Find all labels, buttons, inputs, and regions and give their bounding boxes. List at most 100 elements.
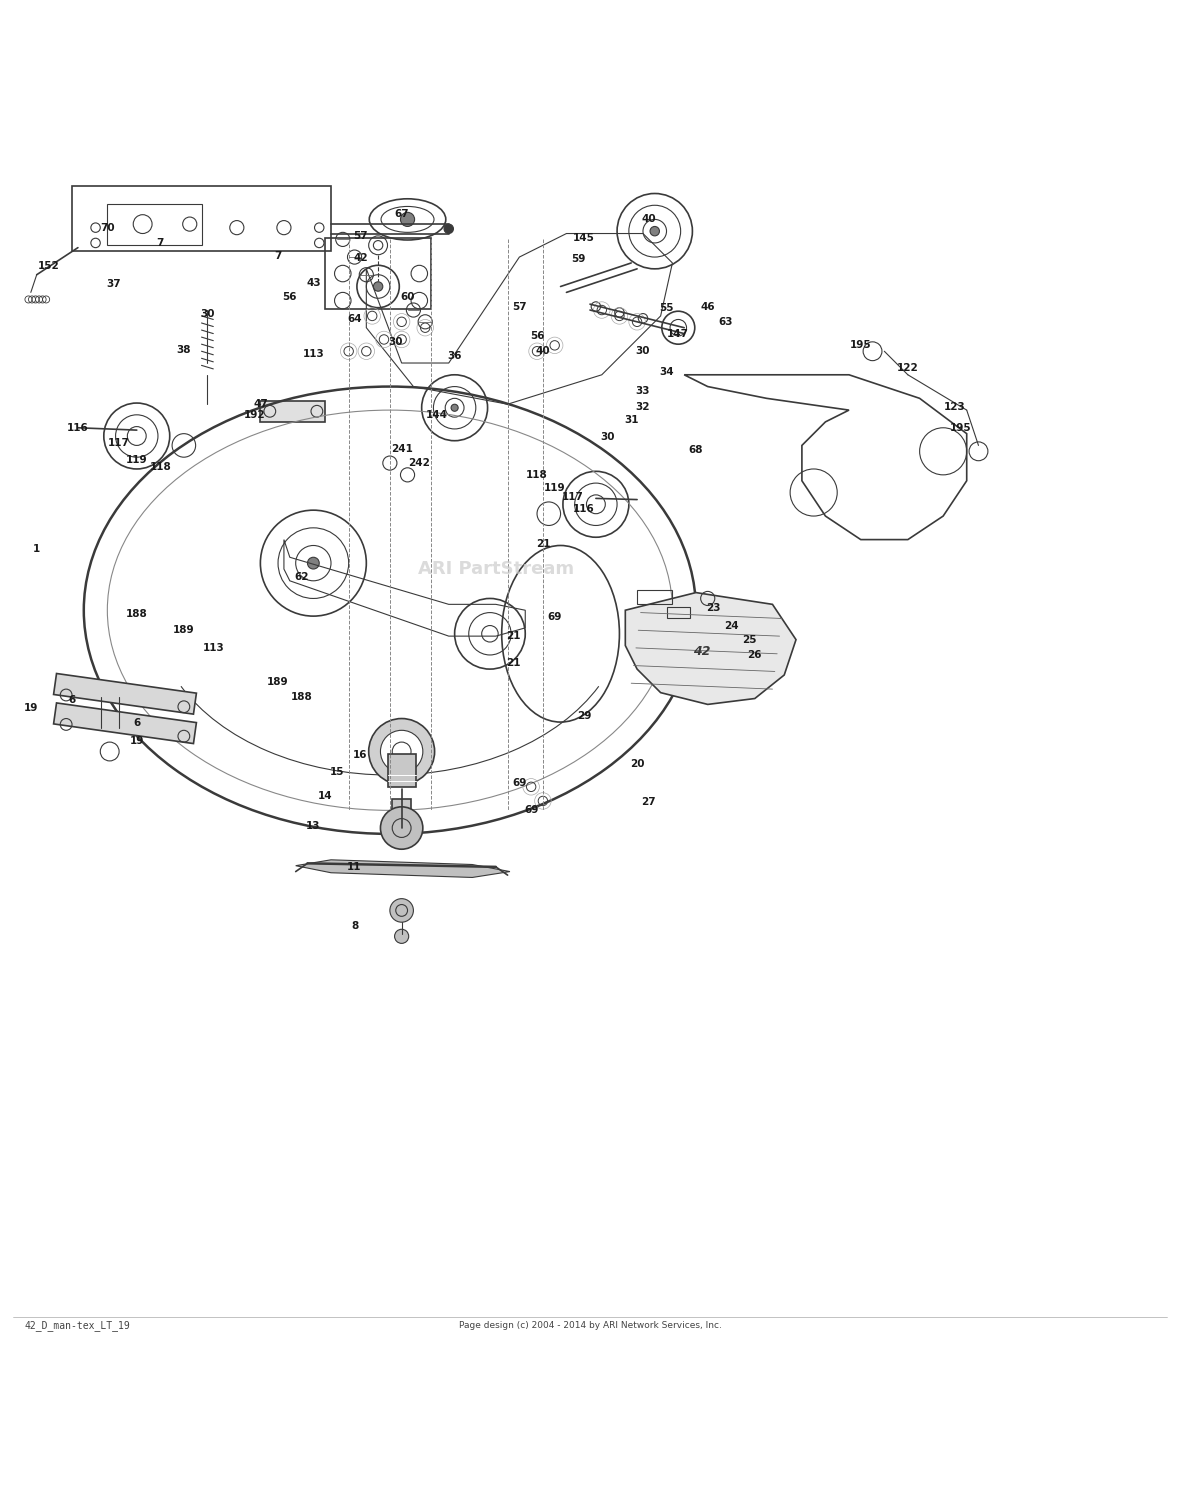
Text: 147: 147 <box>668 329 689 338</box>
Bar <box>326 239 431 308</box>
Polygon shape <box>625 592 796 705</box>
Text: 241: 241 <box>391 443 413 454</box>
Bar <box>53 703 196 744</box>
Text: 29: 29 <box>577 711 591 721</box>
Bar <box>667 607 690 618</box>
Text: 119: 119 <box>126 454 148 464</box>
Text: 24: 24 <box>725 621 739 631</box>
Text: 59: 59 <box>571 254 585 265</box>
Bar <box>72 186 332 251</box>
Circle shape <box>380 730 422 773</box>
Text: 6: 6 <box>68 694 76 705</box>
Text: 26: 26 <box>748 649 762 660</box>
Text: 55: 55 <box>660 302 674 313</box>
Bar <box>261 401 326 422</box>
Text: 25: 25 <box>742 634 756 645</box>
Text: 40: 40 <box>536 346 550 356</box>
Text: 23: 23 <box>707 603 721 613</box>
Text: 189: 189 <box>173 625 195 636</box>
Text: 70: 70 <box>100 222 114 233</box>
Text: 42: 42 <box>693 645 710 658</box>
Text: 11: 11 <box>347 861 362 872</box>
Text: 47: 47 <box>253 400 268 409</box>
Text: 67: 67 <box>394 209 409 218</box>
Text: 7: 7 <box>157 237 164 248</box>
Text: 69: 69 <box>524 806 538 815</box>
Text: 31: 31 <box>624 415 638 424</box>
Text: 188: 188 <box>290 693 313 702</box>
Text: 113: 113 <box>203 643 224 652</box>
Text: 8: 8 <box>350 921 359 930</box>
Bar <box>53 673 196 714</box>
Text: 116: 116 <box>573 504 595 514</box>
Text: 34: 34 <box>660 367 674 377</box>
Circle shape <box>368 718 434 785</box>
Circle shape <box>451 404 458 412</box>
Circle shape <box>394 929 408 944</box>
Text: 43: 43 <box>306 278 321 289</box>
Text: 42: 42 <box>353 253 368 263</box>
Text: 21: 21 <box>506 658 520 669</box>
Text: 195: 195 <box>950 422 971 433</box>
Text: 30: 30 <box>201 308 215 319</box>
Text: 145: 145 <box>573 233 595 243</box>
Text: 192: 192 <box>244 410 266 419</box>
Text: 64: 64 <box>347 314 362 325</box>
Text: 6: 6 <box>133 718 140 729</box>
Text: 188: 188 <box>126 609 148 619</box>
Text: 118: 118 <box>526 470 548 479</box>
Text: ARI PartStream: ARI PartStream <box>418 561 573 579</box>
Bar <box>387 755 415 786</box>
Circle shape <box>400 212 414 227</box>
Text: 113: 113 <box>302 349 324 359</box>
Text: 21: 21 <box>536 540 550 549</box>
Text: 30: 30 <box>601 433 615 442</box>
Text: 1: 1 <box>33 544 40 555</box>
Text: 189: 189 <box>267 676 289 687</box>
Text: 14: 14 <box>317 791 333 801</box>
Text: 21: 21 <box>506 631 520 642</box>
Text: Page design (c) 2004 - 2014 by ARI Network Services, Inc.: Page design (c) 2004 - 2014 by ARI Netwo… <box>459 1321 721 1330</box>
Text: 27: 27 <box>642 797 656 807</box>
Text: 37: 37 <box>106 280 120 289</box>
Text: 42_D_man-tex_LT_19: 42_D_man-tex_LT_19 <box>25 1321 131 1332</box>
Text: 60: 60 <box>400 292 415 302</box>
Text: 118: 118 <box>150 461 171 472</box>
Text: 123: 123 <box>944 401 965 412</box>
Text: 57: 57 <box>512 302 526 311</box>
Circle shape <box>389 899 413 923</box>
Text: 16: 16 <box>353 750 368 761</box>
Text: 69: 69 <box>512 779 526 788</box>
Text: 68: 68 <box>689 445 703 455</box>
Text: 30: 30 <box>388 337 404 347</box>
Text: 7: 7 <box>274 251 282 262</box>
Text: 38: 38 <box>177 346 191 355</box>
Text: 19: 19 <box>130 736 144 745</box>
Text: 33: 33 <box>636 386 650 397</box>
Text: 57: 57 <box>353 231 368 240</box>
Text: 116: 116 <box>67 422 88 433</box>
Circle shape <box>444 224 453 233</box>
Circle shape <box>373 281 382 292</box>
Text: 56: 56 <box>282 292 297 302</box>
Text: 152: 152 <box>38 262 59 272</box>
Text: 56: 56 <box>530 331 544 341</box>
Text: 242: 242 <box>408 458 431 467</box>
Text: 32: 32 <box>636 401 650 412</box>
Text: 62: 62 <box>294 573 309 582</box>
Polygon shape <box>296 860 510 878</box>
Text: 30: 30 <box>636 346 650 356</box>
Circle shape <box>650 227 660 236</box>
Text: 36: 36 <box>447 352 461 361</box>
Bar <box>107 204 202 245</box>
Text: 20: 20 <box>630 759 644 770</box>
Bar <box>392 798 411 828</box>
Text: 119: 119 <box>544 482 565 493</box>
Text: 13: 13 <box>306 821 321 831</box>
Text: 195: 195 <box>850 340 872 350</box>
Circle shape <box>380 807 422 849</box>
Text: 15: 15 <box>329 767 345 777</box>
Text: 46: 46 <box>701 302 715 311</box>
Text: 69: 69 <box>548 612 562 622</box>
Text: 144: 144 <box>426 410 448 419</box>
